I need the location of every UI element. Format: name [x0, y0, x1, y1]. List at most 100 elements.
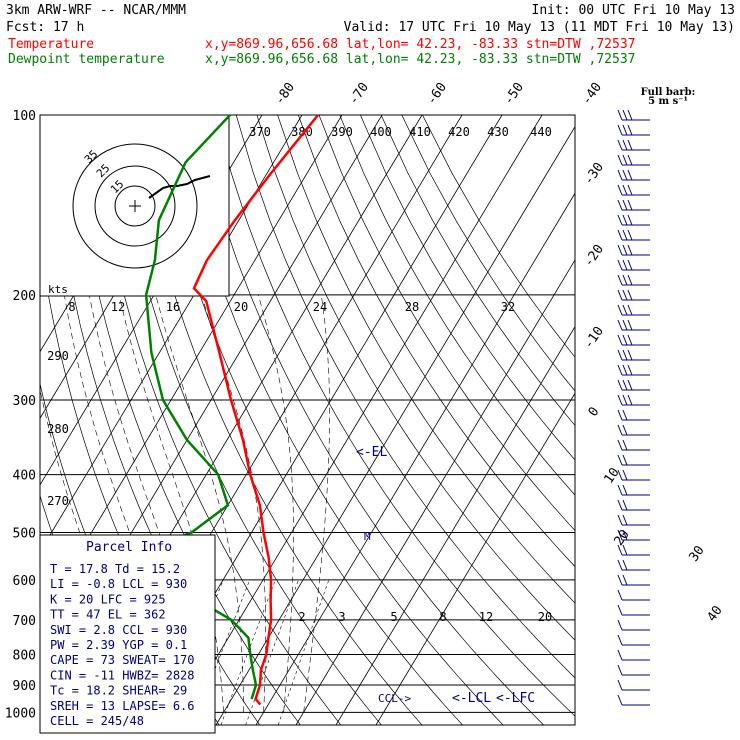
legend-dewpoint-info: x,y=869.96,656.68 lat,lon= 42.23, -83.33… — [205, 52, 635, 67]
pressure-label-600: 600 — [13, 574, 36, 589]
wind-barb-flag-20-0 — [617, 409, 623, 421]
wind-barb-flag-2-1 — [622, 139, 628, 151]
mixing-ratio-lower-2: 2 — [298, 610, 305, 624]
wind-barb-flag-13-1 — [622, 304, 628, 316]
barb-title-1: Full barb: — [641, 87, 696, 98]
el-marker: <-EL — [356, 445, 387, 460]
dry-adiabat-330 — [132, 115, 423, 725]
wind-barb-flag-27-0 — [617, 514, 623, 526]
header-model: 3km ARW-WRF -- NCAR/MMM — [6, 3, 186, 18]
isotherm-label--50: -50 — [501, 80, 527, 108]
parcel-row-7: CIN = -11 HWBZ= 2828 — [50, 668, 195, 682]
wind-barb-21 — [617, 424, 650, 436]
mixing-ratio-label-24: 24 — [313, 300, 327, 314]
moist-adiabat-25 — [258, 294, 294, 713]
lcl-marker: <-LCL — [452, 691, 491, 706]
wind-barb-flag-17-0 — [617, 364, 623, 376]
mixing-ratio-label-20: 20 — [234, 300, 248, 314]
wind-barb-1 — [617, 124, 650, 136]
wind-barb-flag-19-2 — [627, 394, 633, 406]
barb-title-2: 5 m s⁻¹ — [648, 96, 688, 107]
dry-adiabat-460 — [401, 115, 575, 392]
dry-adiabat-470 — [422, 115, 575, 358]
wind-barb-flag-23-1 — [622, 454, 628, 466]
pressure-label-800: 800 — [13, 648, 36, 663]
wind-barb-flag-7-2 — [627, 214, 633, 226]
isotherm--60 — [40, 115, 303, 553]
wind-barb-flag-9-1 — [622, 244, 628, 256]
wind-barb-30 — [617, 559, 650, 571]
dry-adiabat-390 — [256, 115, 575, 641]
wind-barb-flag-26-0 — [617, 499, 623, 511]
wind-barb-flag-18-0 — [617, 379, 623, 391]
isotherm-label--70: -70 — [346, 80, 372, 108]
wind-barb-11 — [617, 274, 650, 286]
wind-barb-flag-14-0 — [617, 319, 623, 331]
theta-label-370: 370 — [249, 125, 271, 139]
wind-barb-flag-19-1 — [622, 394, 628, 406]
wind-barb-flag-1-0 — [617, 124, 623, 136]
header-init: Init: 00 UTC Fri 10 May 13 — [532, 3, 736, 18]
wind-barb-36 — [617, 649, 650, 661]
mixing-ratio-lower-20: 20 — [538, 610, 552, 624]
dry-adiabat-310 — [90, 115, 342, 725]
pressure-label-100: 100 — [13, 109, 36, 124]
wind-barb-flag-17-2 — [627, 364, 633, 376]
wind-barb-9 — [617, 244, 650, 256]
theta-label-430: 430 — [487, 125, 509, 139]
wind-barb-23 — [617, 454, 650, 466]
hodograph-ring-3 — [72, 143, 198, 269]
wind-barb-2 — [617, 139, 650, 151]
legend-dewpoint-name: Dewpoint temperature — [8, 52, 165, 67]
wind-barb-flag-38-0 — [617, 679, 623, 691]
wind-barb-flag-22-1 — [622, 439, 628, 451]
wind-barb-flag-16-0 — [617, 349, 623, 361]
wind-barb-flag-3-0 — [617, 154, 623, 166]
wind-barb-flag-6-0 — [617, 199, 623, 211]
pressure-label-300: 300 — [13, 394, 36, 409]
wind-barb-37 — [617, 664, 650, 676]
wind-barb-flag-25-1 — [622, 484, 628, 496]
wind-barb-flag-19-0 — [617, 394, 623, 406]
dewpoint-line — [123, 114, 258, 700]
isotherm--50 — [40, 115, 343, 620]
wind-barb-flag-15-0 — [617, 334, 623, 346]
pressure-label-900: 900 — [13, 679, 36, 694]
mixing-ratio-label-16: 16 — [166, 300, 180, 314]
isotherm-label-10: 10 — [601, 465, 622, 486]
wind-barbs — [617, 109, 650, 706]
wind-barb-31 — [617, 574, 650, 586]
isotherm-label-20: 20 — [611, 527, 632, 548]
wind-barb-4 — [617, 169, 650, 181]
wind-barb-20 — [617, 409, 650, 421]
parcel-row-6: CAPE = 73 SWEAT= 170 — [50, 653, 195, 667]
wind-barb-flag-0-0 — [617, 109, 623, 121]
wind-barb-flag-26-1 — [622, 499, 628, 511]
wind-barb-flag-12-2 — [627, 289, 633, 301]
mixing-ratio-label-8: 8 — [68, 300, 75, 314]
wind-barb-flag-15-2 — [627, 334, 633, 346]
wind-barb-flag-10-0 — [617, 259, 623, 271]
isotherm-labels: -80 -70 -60 -50 -40 -30 -20 -10 0 10 20 30 40 — [272, 80, 726, 625]
wind-barb-flag-8-0 — [617, 229, 623, 241]
wind-barb-flag-7-0 — [617, 214, 623, 226]
wind-barb-flag-4-1 — [622, 169, 628, 181]
wind-barb-flag-29-1 — [622, 544, 628, 556]
mixing-ratio-8 — [220, 579, 276, 725]
theta-left-label-280: 280 — [47, 422, 69, 436]
parcel-row-1: LI = -0.8 LCL = 930 — [50, 577, 187, 591]
wind-barb-flag-11-0 — [617, 274, 623, 286]
theta-label-400: 400 — [370, 125, 392, 139]
wind-barb-flag-32-0 — [617, 589, 623, 601]
m-marker: M — [364, 530, 371, 543]
wind-barb-flag-37-0 — [617, 664, 623, 676]
wind-barb-flag-31-0 — [617, 574, 623, 586]
wind-barb-34 — [617, 619, 650, 631]
parcel-row-10: CELL = 245/48 — [50, 714, 144, 728]
wind-barb-39 — [617, 694, 650, 706]
dry-adiabat-450 — [380, 115, 575, 426]
wind-barb-flag-9-0 — [617, 244, 623, 256]
wind-barb-flag-28-0 — [617, 529, 623, 541]
dry-adiabat-350 — [173, 115, 504, 725]
